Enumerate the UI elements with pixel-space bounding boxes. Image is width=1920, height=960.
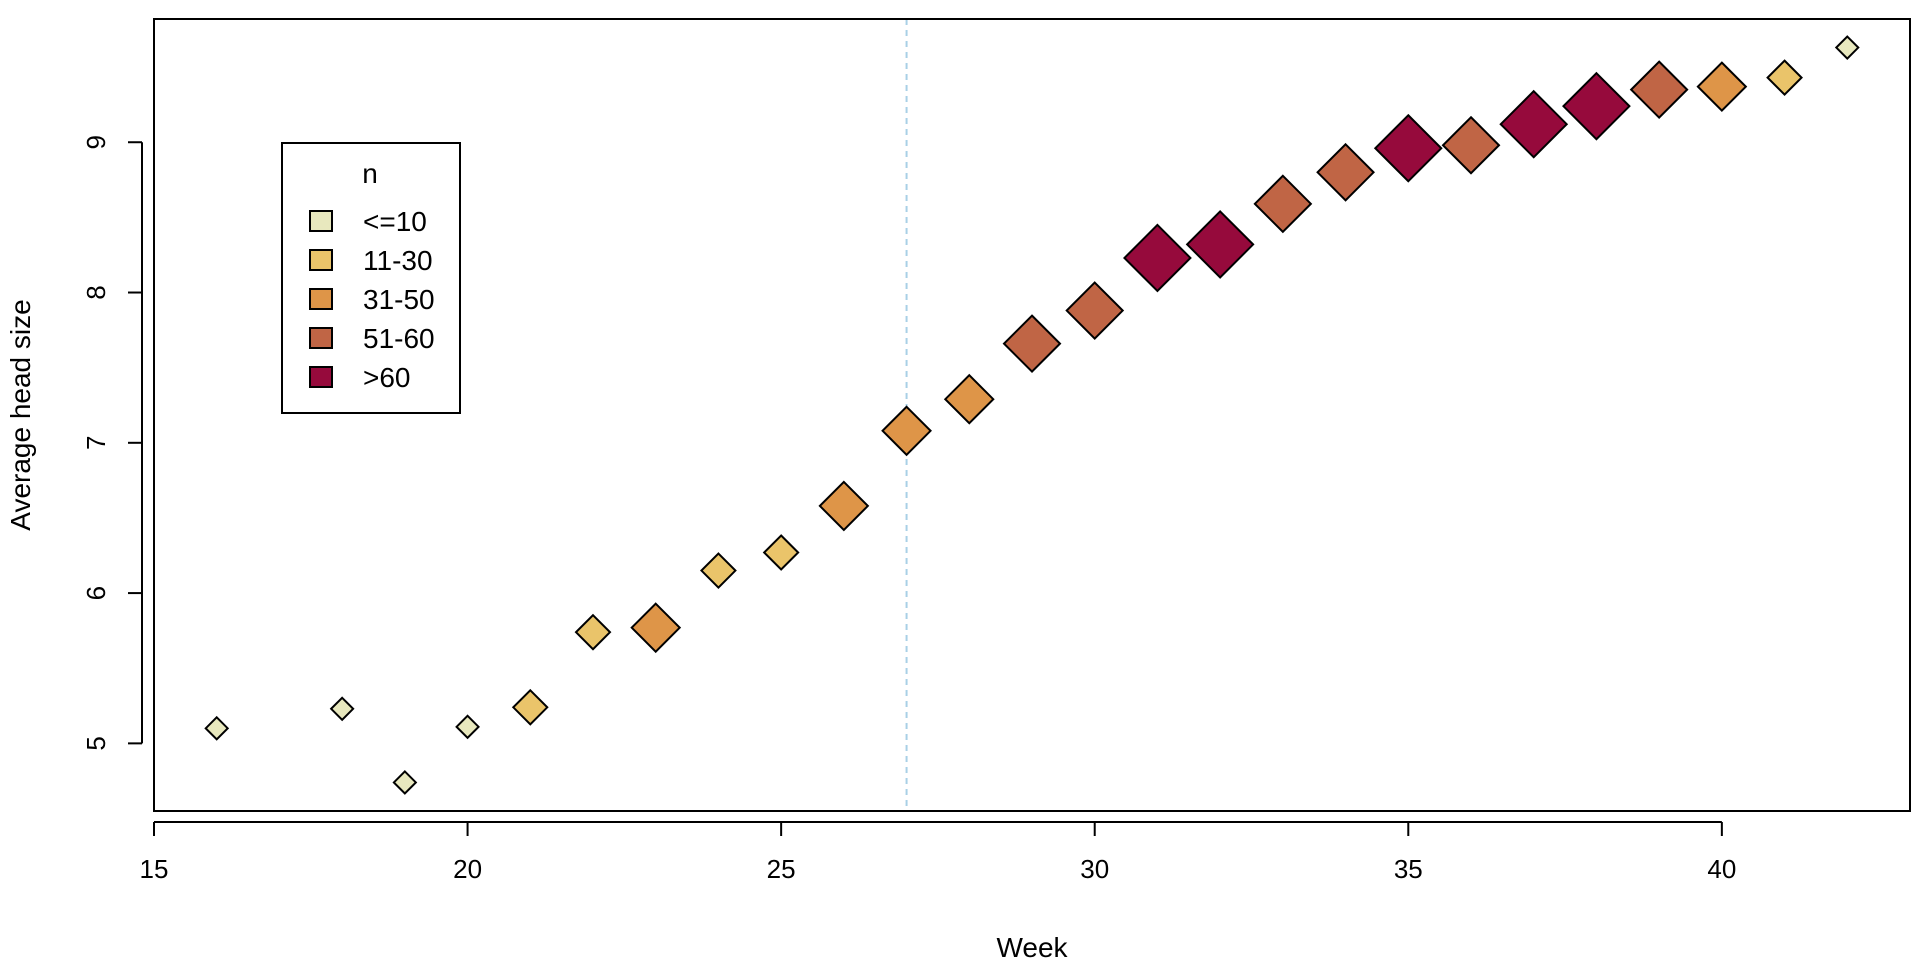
data-point-diamond — [1065, 281, 1125, 340]
legend-swatch — [309, 249, 333, 271]
data-point-diamond — [329, 696, 355, 722]
data-point-diamond — [1441, 115, 1501, 175]
legend-items: <=10 11-30 31-50 51-60 >60 — [309, 206, 435, 393]
x-axis-title: Week — [996, 932, 1068, 960]
data-point-diamond — [1123, 223, 1192, 293]
data-point-diamond — [818, 480, 870, 532]
x-tick-label: 40 — [1707, 854, 1736, 884]
data-point-diamond — [1562, 71, 1631, 141]
data-point-diamond — [1629, 60, 1689, 120]
y-axis-title: Average head size — [5, 299, 36, 530]
data-point-diamond — [700, 552, 737, 589]
legend-label: 31-50 — [363, 284, 435, 315]
data-point-diamond — [392, 770, 418, 795]
legend: n <=10 11-30 31-50 51-60 >60 — [281, 142, 461, 414]
y-tick-label: 9 — [81, 135, 111, 149]
data-point-diamond — [204, 715, 230, 741]
data-point-diamond — [455, 714, 480, 740]
y-tick-label: 6 — [81, 586, 111, 600]
legend-swatch — [309, 327, 333, 349]
data-point-diamond — [1834, 35, 1860, 60]
legend-label: >60 — [363, 362, 411, 393]
data-point-diamond — [943, 373, 995, 425]
legend-label: <=10 — [363, 206, 427, 237]
x-axis: 15 20 25 30 35 40 — [140, 821, 1736, 884]
legend-swatch — [309, 366, 333, 388]
legend-swatch — [309, 210, 333, 232]
data-point-diamond — [1696, 61, 1748, 113]
x-tick-label: 15 — [140, 854, 169, 884]
data-point-diamond — [574, 613, 612, 651]
data-point-diamond — [1373, 113, 1443, 183]
data-point-diamond — [630, 602, 682, 654]
y-tick-label: 8 — [81, 285, 111, 299]
data-point-diamond — [1499, 89, 1569, 159]
x-tick-label: 20 — [453, 854, 482, 884]
data-point-diamond — [1185, 210, 1255, 279]
data-points-layer — [204, 35, 1860, 795]
plot-frame — [153, 18, 1911, 812]
x-tick-label: 35 — [1394, 854, 1423, 884]
data-point-diamond — [511, 688, 549, 726]
data-point-diamond — [1766, 59, 1803, 97]
y-axis: 5 6 7 8 9 — [81, 135, 143, 751]
legend-label: 11-30 — [363, 245, 433, 276]
data-point-diamond — [1316, 142, 1375, 202]
data-point-diamond — [1253, 174, 1313, 234]
y-tick-label: 7 — [81, 436, 111, 450]
y-tick-label: 5 — [81, 736, 111, 750]
x-tick-label: 25 — [767, 854, 796, 884]
data-point-diamond — [881, 405, 932, 457]
legend-swatch — [309, 288, 333, 310]
legend-title: n — [362, 158, 378, 189]
data-point-diamond — [1002, 314, 1062, 374]
x-tick-label: 30 — [1080, 854, 1109, 884]
data-point-diamond — [762, 534, 800, 571]
legend-label: 51-60 — [363, 323, 435, 354]
